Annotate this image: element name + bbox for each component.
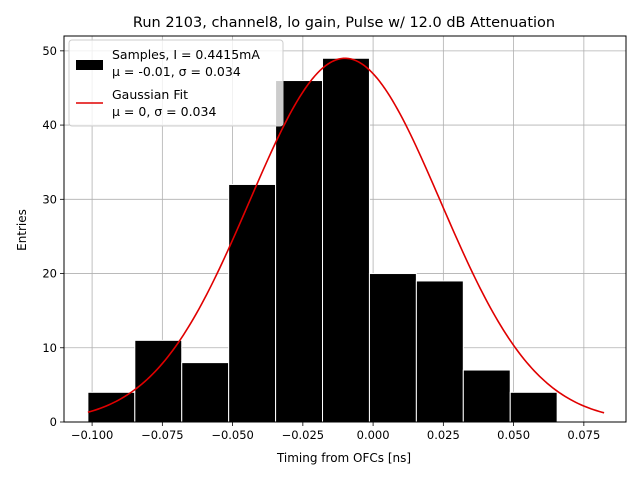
histogram-bar (181, 362, 230, 423)
histogram-bars (87, 57, 558, 423)
y-tick-label: 0 (50, 415, 57, 429)
legend-fit-stats: μ = 0, σ = 0.034 (112, 104, 216, 119)
x-tick-label: −0.100 (71, 428, 114, 442)
histogram-bar (134, 339, 183, 423)
x-tick-label: 0.075 (567, 428, 600, 442)
histogram-bar (275, 80, 324, 423)
legend-box (68, 39, 284, 127)
chart-title: Run 2103, channel8, lo gain, Pulse w/ 12… (133, 15, 555, 31)
histogram-bar (368, 273, 417, 423)
legend: Samples, I = 0.4415mA μ = -0.01, σ = 0.0… (68, 39, 284, 127)
histogram-bar (415, 280, 464, 423)
x-tick-label: 0.050 (497, 428, 530, 442)
x-tick-label: −0.025 (282, 428, 325, 442)
gaussian-fit-curve (87, 57, 605, 414)
histogram-bar (462, 369, 511, 423)
x-tick-label: 0.000 (357, 428, 390, 442)
y-tick-label: 20 (42, 267, 57, 281)
y-tick-label: 40 (42, 118, 57, 132)
x-axis-ticks: −0.100 −0.075 −0.050 −0.025 0.000 0.025 0.050 0… (71, 422, 600, 442)
histogram-bar (87, 391, 136, 423)
legend-histogram-stats: μ = -0.01, σ = 0.034 (112, 64, 241, 79)
y-tick-label: 10 (42, 341, 57, 355)
y-axis-ticks: 0 10 20 30 40 50 (42, 44, 64, 429)
y-tick-label: 50 (42, 44, 57, 58)
legend-fit-label: Gaussian Fit (112, 87, 188, 102)
plot-frame (63, 35, 627, 423)
histogram-bar (228, 183, 277, 423)
y-tick-label: 30 (42, 192, 57, 206)
x-tick-label: −0.075 (141, 428, 184, 442)
legend-histogram-swatch (76, 60, 103, 70)
x-tick-label: 0.025 (427, 428, 460, 442)
x-tick-label: −0.050 (211, 428, 254, 442)
y-axis-label: Entries (15, 209, 29, 251)
histogram-bar (322, 57, 370, 423)
x-axis-label: Timing from OFCs [ns] (276, 451, 411, 465)
legend-histogram-label: Samples, I = 0.4415mA (112, 47, 260, 62)
histogram-bar (509, 391, 558, 423)
